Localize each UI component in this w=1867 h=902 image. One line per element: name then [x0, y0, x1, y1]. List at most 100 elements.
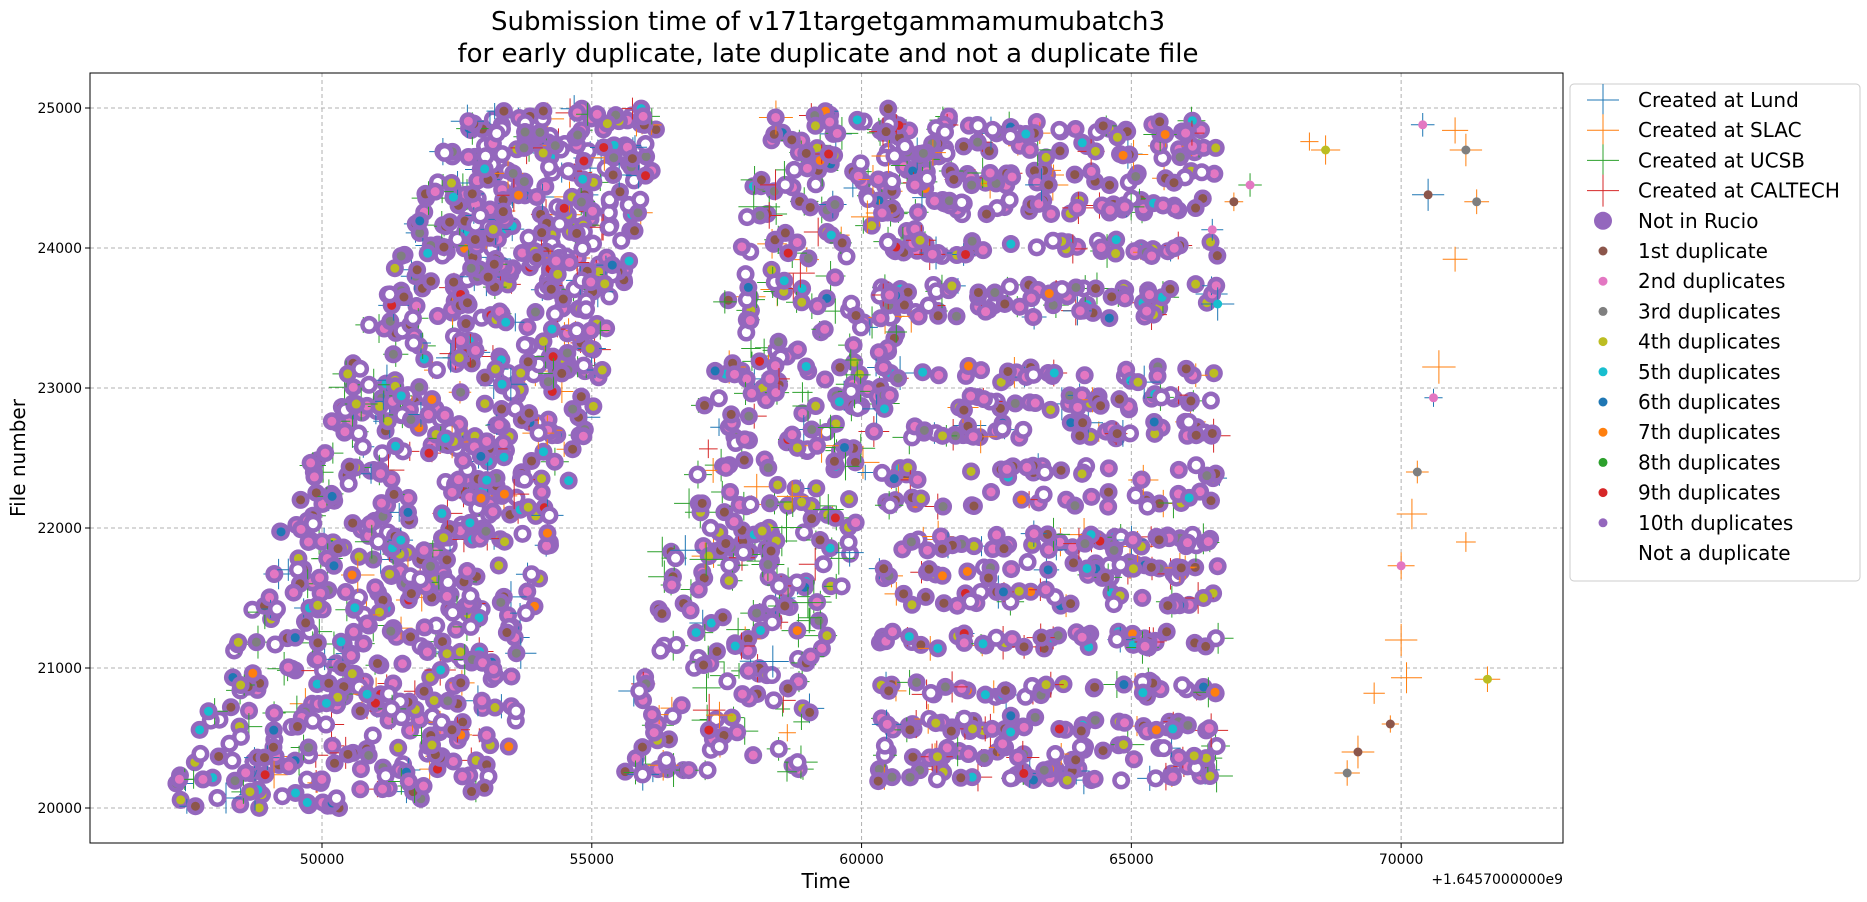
- duplicate-marker: [1077, 138, 1087, 148]
- duplicate-marker: [1131, 490, 1141, 500]
- duplicate-marker: [732, 727, 742, 737]
- duplicate-marker: [1010, 398, 1020, 408]
- duplicate-marker: [908, 752, 918, 762]
- duplicate-marker: [535, 127, 545, 137]
- created-marker: [798, 605, 823, 630]
- duplicate-marker: [1075, 306, 1085, 316]
- duplicate-marker: [1036, 633, 1046, 643]
- duplicate-marker: [1023, 557, 1033, 567]
- duplicate-marker: [1181, 364, 1191, 374]
- y-tick-label: 24000: [37, 241, 82, 257]
- created-marker: [1391, 662, 1423, 694]
- duplicate-marker: [270, 639, 280, 649]
- duplicate-marker: [391, 441, 401, 451]
- duplicate-marker: [538, 447, 548, 457]
- legend-item: 6th duplicates: [1598, 390, 1781, 414]
- duplicate-marker: [853, 171, 863, 181]
- duplicate-marker: [1138, 688, 1148, 698]
- duplicate-marker: [957, 683, 967, 693]
- duplicate-marker: [546, 284, 556, 294]
- duplicate-marker: [743, 634, 753, 644]
- duplicate-marker: [532, 253, 542, 263]
- duplicate-marker: [339, 682, 349, 692]
- duplicate-marker: [341, 587, 351, 597]
- y-tick-label: 23000: [37, 381, 82, 397]
- chart-title-line-1: Submission time of v171targetgammamumuba…: [491, 7, 1165, 37]
- created-marker: [692, 673, 721, 702]
- duplicate-marker: [409, 338, 419, 348]
- duplicate-marker: [609, 153, 619, 163]
- duplicate-marker: [331, 793, 341, 803]
- duplicate-marker: [984, 146, 994, 156]
- duplicate-marker: [408, 313, 418, 323]
- duplicate-marker: [729, 517, 739, 527]
- legend-label: 6th duplicates: [1638, 390, 1781, 414]
- duplicate-marker: [424, 448, 434, 458]
- duplicate-marker: [978, 639, 988, 649]
- duplicate-marker: [811, 179, 821, 189]
- duplicate-marker: [1032, 242, 1042, 252]
- duplicate-marker: [579, 156, 589, 166]
- duplicate-marker: [787, 430, 797, 440]
- duplicate-marker: [480, 373, 490, 383]
- duplicate-marker: [538, 336, 548, 346]
- duplicate-marker: [601, 323, 611, 333]
- duplicate-marker: [302, 798, 312, 808]
- duplicate-marker: [523, 357, 533, 367]
- duplicate-marker: [321, 698, 331, 708]
- duplicate-marker: [396, 712, 406, 722]
- duplicate-marker: [738, 547, 748, 557]
- duplicate-marker: [422, 647, 432, 657]
- duplicate-marker: [542, 528, 552, 538]
- plot-area: [89, 72, 1564, 844]
- duplicate-marker: [1006, 564, 1016, 574]
- duplicate-marker: [1071, 755, 1081, 765]
- duplicate-marker: [1105, 205, 1115, 215]
- duplicate-marker: [873, 174, 883, 184]
- duplicate-marker: [908, 166, 918, 176]
- duplicate-marker: [406, 415, 416, 425]
- duplicate-marker: [664, 734, 674, 744]
- duplicate-marker: [756, 175, 766, 185]
- duplicate-marker: [982, 209, 992, 219]
- duplicate-marker: [771, 388, 781, 398]
- duplicate-marker: [456, 387, 466, 397]
- duplicate-marker: [846, 299, 856, 309]
- duplicate-marker: [1059, 679, 1069, 689]
- duplicate-marker: [404, 776, 414, 786]
- duplicate-marker: [375, 607, 385, 617]
- duplicate-marker: [1006, 711, 1016, 721]
- duplicate-marker: [818, 559, 828, 569]
- duplicate-marker: [317, 537, 327, 547]
- duplicate-marker: [453, 475, 463, 485]
- duplicate-marker: [1174, 465, 1184, 475]
- duplicate-marker: [712, 646, 722, 656]
- duplicate-marker: [938, 431, 948, 441]
- duplicate-marker: [386, 474, 396, 484]
- duplicate-marker: [504, 742, 514, 752]
- x-tick-label: 60000: [839, 852, 884, 868]
- duplicate-marker: [969, 541, 979, 551]
- duplicate-marker: [425, 672, 435, 682]
- duplicate-marker: [348, 382, 358, 392]
- duplicate-marker: [316, 588, 326, 598]
- duplicate-marker: [1121, 365, 1131, 375]
- duplicate-marker: [1028, 370, 1038, 380]
- duplicate-marker: [321, 720, 331, 730]
- duplicate-marker: [236, 732, 246, 742]
- duplicate-marker: [661, 755, 671, 765]
- duplicate-marker: [456, 336, 466, 346]
- duplicate-marker: [1041, 680, 1051, 690]
- duplicate-marker: [1157, 153, 1167, 163]
- duplicate-marker: [604, 222, 614, 232]
- duplicate-marker: [344, 479, 354, 489]
- created-marker: [776, 481, 808, 512]
- legend-label: 3rd duplicates: [1638, 299, 1781, 323]
- legend-item: 10th duplicates: [1598, 511, 1793, 535]
- duplicate-marker: [755, 210, 765, 220]
- duplicate-marker: [998, 739, 1008, 749]
- legend-dot-marker: [1598, 488, 1608, 498]
- duplicate-marker: [195, 749, 205, 759]
- duplicate-marker: [235, 799, 245, 809]
- duplicate-marker: [913, 475, 923, 485]
